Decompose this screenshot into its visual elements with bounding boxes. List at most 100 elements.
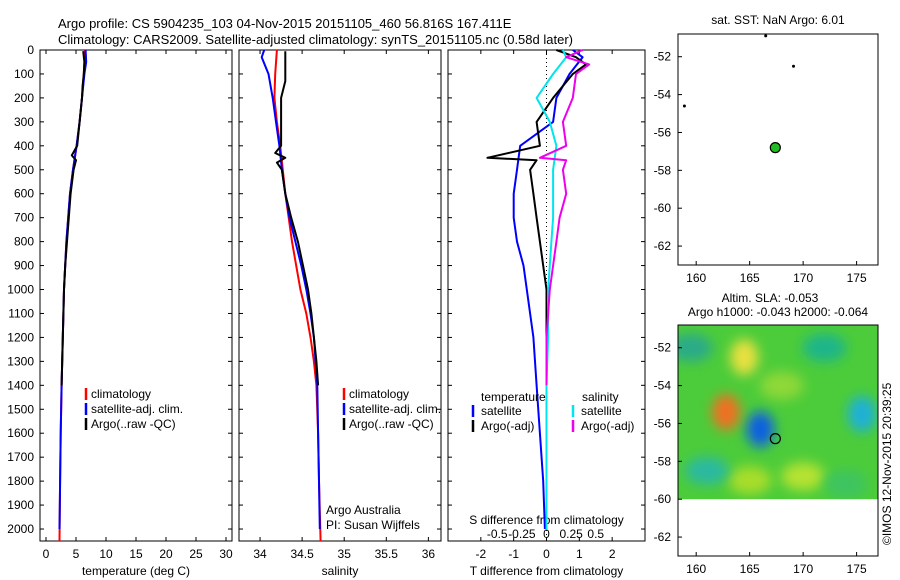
map-y-tick-label-sla_map: -60 [654,492,672,506]
x-tick-label-salinity: 35 [338,547,352,561]
panel-frame-salinity [238,49,442,542]
sla-title-line-1: Altim. SLA: -0.053 [722,291,819,305]
s-diff-tick-label: 0.5 [587,527,604,541]
depth-tick-label: 1500 [7,402,34,416]
map-y-tick-label-sst_map: -52 [654,50,672,64]
series-line-differences-temperature-argo-adj- [486,49,587,386]
depth-tick-label: 1700 [7,450,34,464]
depth-tick-label: 100 [14,67,34,81]
diff-legend-label: satellite [481,404,522,418]
island-marker [682,104,686,108]
legend-label: Argo(..raw -QC) [91,417,176,431]
sla-title-line-2: Argo h1000: -0.043 h2000: -0.064 [688,305,868,319]
map-y-tick-label-sst_map: -54 [654,88,672,102]
map-x-tick-label-sla_map: 160 [686,562,706,576]
depth-tick-label: 500 [14,163,34,177]
heatmap-patch [678,333,713,362]
map-y-tick-label-sst_map: -58 [654,163,672,177]
heatmap-blob [712,394,741,431]
map-x-tick-label-sla_map: 165 [740,562,760,576]
map-x-tick-label-sst_map: 175 [847,271,867,285]
sst-map-title: sat. SST: NaN Argo: 6.01 [711,13,845,27]
x-tick-label-differences: 1 [576,547,583,561]
x-axis-label-salinity: salinity [322,564,359,578]
plot-title-line-2: Climatology: CARS2009. Satellite-adjuste… [58,32,573,47]
map-y-tick-label-sla_map: -62 [654,530,672,544]
depth-tick-label: 400 [14,139,34,153]
x-tick-label-temperature: 25 [189,547,203,561]
x-tick-label-temperature: 20 [159,547,173,561]
legend-label: Argo(..raw -QC) [349,417,434,431]
depth-tick-label: 1600 [7,426,34,440]
island-marker [792,64,796,68]
heatmap-blob [847,395,876,432]
depth-tick-label: 900 [14,259,34,273]
diff-legend-label: satellite [581,404,622,418]
depth-tick-label: 700 [14,211,34,225]
series-line-temperature-argo-raw-qc- [60,51,86,386]
argo-australia-label: Argo Australia [326,503,401,517]
depth-tick-label: 1800 [7,474,34,488]
s-diff-tick-label: 0.25 [559,527,583,541]
pi-name-label: PI: Susan Wijffels [326,518,420,532]
heatmap-blob [746,411,775,448]
map-x-tick-label-sst_map: 160 [686,271,706,285]
map-y-tick-label-sla_map: -54 [654,379,672,393]
diff-legend-label: Argo(-adj) [581,419,634,433]
island-marker [764,34,768,38]
legend-label: climatology [91,387,151,401]
depth-tick-label: 1300 [7,354,34,368]
series-line-salinity-argo-raw-qc- [274,51,320,386]
series-line-differences-salinity-argo-adj- [538,49,591,386]
map-x-tick-label-sla_map: 175 [847,562,867,576]
panel-frame-temperature [39,49,233,542]
depth-tick-label: 800 [14,235,34,249]
heatmap-blob [730,339,759,376]
s-diff-tick-label: 0 [543,527,550,541]
map-x-tick-label-sla_map: 170 [793,562,813,576]
depth-tick-label: 0 [27,43,34,57]
plot-title-line-1: Argo profile: CS 5904235_103 04-Nov-2015… [58,16,512,31]
map-y-tick-label-sst_map: -56 [654,125,672,139]
x-tick-label-differences: 2 [609,547,616,561]
x-tick-label-temperature: 0 [43,547,50,561]
x-tick-label-temperature: 10 [99,547,113,561]
legend-label: satellite-adj. clim. [91,402,183,416]
argo-position-marker [769,433,781,445]
x-tick-label-differences: -2 [475,547,486,561]
depth-tick-label: 600 [14,187,34,201]
x-tick-label-temperature: 30 [219,547,233,561]
x-tick-label-temperature: 5 [73,547,80,561]
map-y-tick-label-sst_map: -62 [654,239,672,253]
x-tick-label-temperature: 15 [129,547,143,561]
x-tick-label-salinity: 34 [253,547,267,561]
depth-tick-label: 1000 [7,283,34,297]
x-tick-label-salinity: 35.5 [375,547,399,561]
legend-label: satellite-adj. clim. [349,402,441,416]
x-axis-label-differences: T difference from climatology [470,564,624,578]
map-y-tick-label-sla_map: -52 [654,341,672,355]
heatmap-patch [781,462,826,491]
depth-tick-label: 1200 [7,330,34,344]
diff-legend-heading: salinity [582,390,619,404]
depth-tick-label: 2000 [7,522,34,536]
depth-tick-label: 1100 [8,306,34,320]
x-tick-label-salinity: 36 [422,547,436,561]
depth-tick-label: 300 [14,115,34,129]
x-tick-label-salinity: 34.5 [290,547,314,561]
legend-label: climatology [349,387,409,401]
diff-legend-label: Argo(-adj) [481,419,534,433]
imos-timestamp: ©IMOS 12-Nov-2015 20:39:25 [880,382,894,545]
map-frame-sst_map [677,33,879,266]
s-diff-tick-label: -0.5 [487,527,508,541]
heatmap-layer [678,333,876,499]
depth-tick-label: 1900 [7,498,34,512]
x-tick-label-differences: 0 [543,547,550,561]
heatmap-patch [759,371,804,400]
map-x-tick-label-sst_map: 170 [793,271,813,285]
diff-legend-heading: temperature [481,390,546,404]
heatmap-patch [823,470,868,499]
map-y-tick-label-sla_map: -58 [654,454,672,468]
map-y-tick-label-sla_map: -56 [654,416,672,430]
